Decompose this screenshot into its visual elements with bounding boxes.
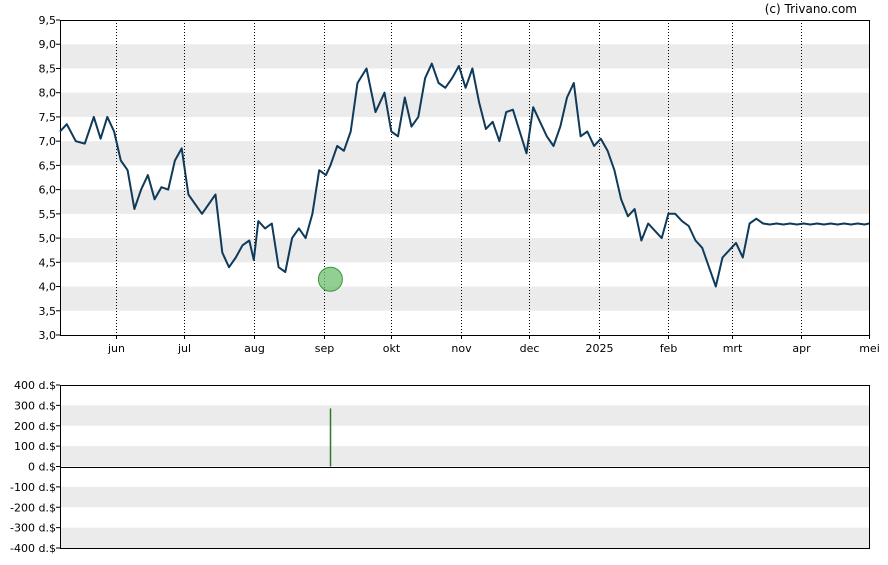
volume-y-tick-label: 300 d.$: [14, 399, 56, 412]
price-y-tick-label: 3,0: [39, 329, 57, 342]
price-x-tick-label: feb: [660, 342, 678, 355]
price-y-tick-label: 4,5: [39, 256, 57, 269]
price-y-axis: 3,0 3,5 4,0 4,5 5,0 5,5 6,0 6,5 7,0 7,5 8,0 8,5 9,0 9…: [39, 14, 60, 342]
price-x-tick-label: mei: [859, 342, 880, 355]
volume-band: [60, 446, 869, 467]
price-y-tick-label: 9,5: [39, 14, 57, 27]
price-x-tick-label: aug: [244, 342, 265, 355]
volume-y-tick-label: -200 d.$: [10, 501, 56, 514]
price-y-tick-label: 5,0: [39, 232, 57, 245]
price-band: [60, 92, 869, 117]
price-y-tick-label: 7,0: [39, 135, 57, 148]
volume-band: [60, 486, 869, 508]
volume-y-tick-label: -100 d.$: [10, 481, 56, 494]
price-x-tick-label: jun: [107, 342, 125, 355]
volume-y-tick-label: 400 d.$: [14, 379, 56, 392]
volume-y-axis: 400 d.$ 300 d.$ 200 d.$ 100 d.$ 0 d.$ -100 d.…: [10, 379, 60, 555]
price-band: [60, 286, 869, 311]
price-x-tick-label: mrt: [723, 342, 743, 355]
price-band: [60, 189, 869, 214]
price-y-tick-label: 4,0: [39, 281, 57, 294]
price-y-tick-label: 6,5: [39, 159, 57, 172]
volume-y-tick-label: 200 d.$: [14, 420, 56, 433]
price-panel-bands: [60, 44, 869, 311]
price-panel-frame: [60, 20, 870, 336]
copyright-label: (c) Trivano.com: [765, 2, 857, 16]
volume-panel-frame: [60, 385, 870, 549]
volume-band: [60, 405, 869, 426]
price-y-tick-label: 8,0: [39, 87, 57, 100]
price-y-tick-label: 7,5: [39, 111, 57, 124]
price-band: [60, 141, 869, 166]
volume-y-tick-label: -300 d.$: [10, 522, 56, 535]
price-x-tick-label: okt: [383, 342, 401, 355]
event-marker: [317, 266, 343, 292]
price-y-tick-label: 3,5: [39, 305, 57, 318]
volume-panel-bands: [60, 405, 869, 548]
price-y-tick-label: 6,0: [39, 184, 57, 197]
price-x-tick-label: nov: [451, 342, 472, 355]
volume-band: [60, 527, 869, 548]
price-band: [60, 238, 869, 263]
price-y-tick-label: 5,5: [39, 208, 57, 221]
price-y-tick-label: 8,5: [39, 62, 57, 75]
price-x-tick-label: jul: [177, 342, 191, 355]
volume-y-tick-label: 100 d.$: [14, 440, 56, 453]
price-band: [60, 44, 869, 69]
price-y-tick-label: 9,0: [39, 38, 57, 51]
price-x-tick-label: dec: [520, 342, 540, 355]
price-x-tick-label: 2025: [586, 342, 614, 355]
price-x-axis: jun jul aug sep okt nov dec 2025 feb mrt apr mei: [107, 335, 880, 355]
volume-y-tick-label: 0 d.$: [28, 461, 56, 474]
price-x-tick-label: apr: [792, 342, 811, 355]
price-x-tick-label: sep: [315, 342, 334, 355]
price-series-line: [59, 62, 870, 288]
volume-y-tick-label: -400 d.$: [10, 542, 56, 555]
